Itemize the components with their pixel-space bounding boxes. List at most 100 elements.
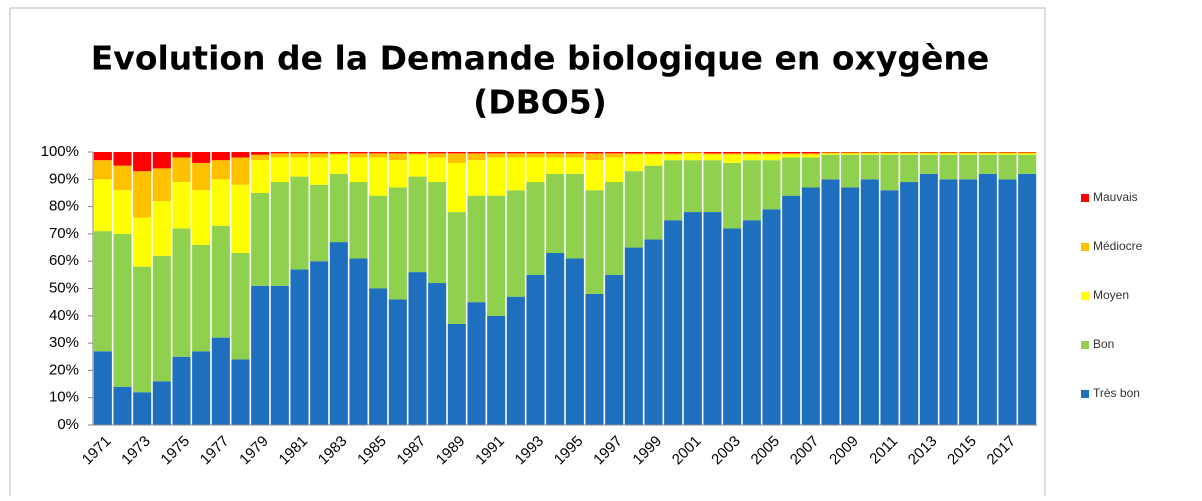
bar-segment	[644, 154, 663, 166]
bar-segment	[900, 154, 919, 183]
bar-segment	[978, 154, 997, 174]
bar-segment	[959, 152, 978, 154]
bar-segment	[211, 225, 230, 338]
bar-segment	[93, 179, 112, 232]
chart-title: (DBO5)	[473, 83, 607, 122]
bar-segment	[152, 201, 171, 256]
bar-segment	[624, 153, 643, 155]
bar-segment	[447, 323, 466, 425]
bar-segment	[349, 182, 368, 259]
bar-segment	[978, 152, 997, 154]
y-tick-label: 10%	[49, 389, 79, 406]
bar-segment	[723, 154, 742, 163]
bar-segment	[310, 152, 329, 154]
bar-segment	[762, 152, 781, 154]
bar-segment	[978, 153, 997, 155]
bar-segment	[133, 392, 152, 425]
bar-segment	[506, 296, 525, 425]
bar-segment	[585, 293, 604, 425]
bar-segment	[251, 192, 270, 286]
bar-segment	[369, 153, 388, 158]
bar-segment	[998, 179, 1017, 425]
bar-segment	[762, 160, 781, 210]
bar-segment	[939, 152, 958, 154]
legend-label: Très bon	[1093, 386, 1140, 400]
bar-segment	[900, 152, 919, 154]
bar-segment	[978, 152, 997, 153]
bar-segment	[546, 152, 565, 154]
bar-segment	[841, 152, 860, 153]
bar-segment	[192, 190, 211, 245]
bar-segment	[369, 288, 388, 425]
bar-segment	[408, 176, 427, 273]
bar-segment	[801, 187, 820, 425]
bar-segment	[447, 152, 466, 154]
bar-segment	[683, 212, 702, 425]
bar-segment	[605, 157, 624, 183]
bar-segment	[231, 253, 250, 360]
bar-segment	[860, 153, 879, 155]
bar-segment	[113, 152, 132, 166]
bar-segment	[860, 154, 879, 180]
bar-segment	[664, 153, 683, 155]
legend-label: Moyen	[1093, 288, 1129, 302]
bar-segment	[546, 173, 565, 254]
y-tick-label: 90%	[49, 170, 79, 187]
bar-segment	[192, 244, 211, 352]
bar-segment	[624, 171, 643, 248]
bar-segment	[585, 153, 604, 161]
bar-segment	[664, 160, 683, 221]
bar-segment	[349, 258, 368, 425]
bar-segment	[565, 153, 584, 158]
bar-segment	[782, 195, 801, 425]
bar-segment	[900, 153, 919, 155]
bar-segment	[487, 157, 506, 196]
bar-segment	[919, 173, 938, 425]
bar-segment	[231, 184, 250, 254]
bar-segment	[939, 153, 958, 155]
bar-segment	[1018, 173, 1037, 425]
bar-segment	[526, 157, 545, 183]
bar-segment	[998, 152, 1017, 154]
bar-segment	[723, 153, 742, 155]
bar-segment	[467, 302, 486, 425]
bar-segment	[900, 152, 919, 153]
bar-segment	[782, 157, 801, 196]
bar-segment	[211, 160, 230, 180]
bar-segment	[349, 153, 368, 158]
bar-segment	[211, 152, 230, 161]
bar-segment	[113, 165, 132, 191]
y-tick-label: 40%	[49, 307, 79, 324]
bar-segment	[290, 176, 309, 270]
bar-segment	[388, 160, 407, 188]
legend-swatch	[1081, 194, 1089, 202]
bar-segment	[192, 152, 211, 163]
bar-segment	[624, 154, 643, 172]
bar-segment	[565, 258, 584, 425]
bar-segment	[526, 182, 545, 275]
bar-segment	[408, 152, 427, 154]
bar-segment	[133, 152, 152, 172]
bar-segment	[900, 182, 919, 425]
bar-segment	[683, 160, 702, 213]
bar-segment	[998, 152, 1017, 153]
bar-segment	[152, 152, 171, 169]
bar-segment	[782, 152, 801, 154]
bar-segment	[93, 231, 112, 352]
bar-segment	[388, 187, 407, 300]
bar-segment	[644, 153, 663, 155]
bar-segment	[231, 157, 250, 185]
chart-title: Evolution de la Demande biologique en ox…	[91, 39, 989, 78]
bar-segment	[644, 165, 663, 240]
bar-segment	[506, 157, 525, 191]
bar-segment	[329, 242, 348, 425]
bar-segment	[270, 182, 289, 286]
bar-segment	[801, 154, 820, 158]
bar-segment	[762, 154, 781, 161]
bar-segment	[428, 157, 447, 183]
bar-segment	[231, 359, 250, 425]
bar-segment	[998, 154, 1017, 180]
bar-segment	[723, 152, 742, 154]
bar-segment	[349, 157, 368, 183]
bar-segment	[329, 173, 348, 243]
